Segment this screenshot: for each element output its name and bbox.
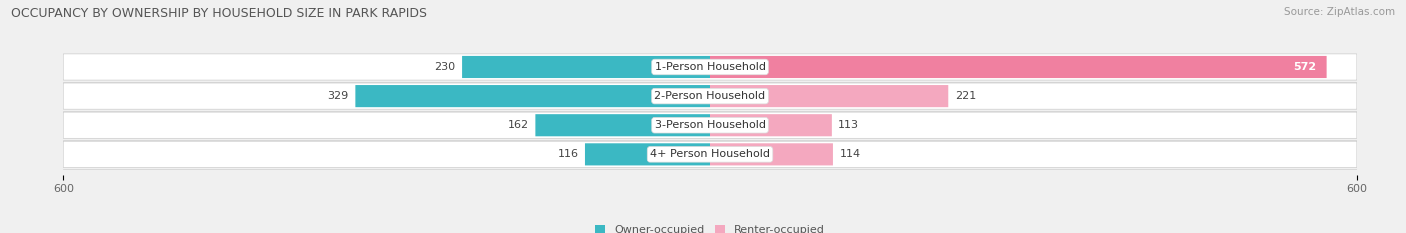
FancyBboxPatch shape [63, 83, 1357, 109]
Text: 116: 116 [558, 149, 578, 159]
FancyBboxPatch shape [356, 85, 710, 107]
FancyBboxPatch shape [463, 56, 710, 78]
FancyBboxPatch shape [585, 143, 710, 165]
FancyBboxPatch shape [710, 143, 832, 165]
Legend: Owner-occupied, Renter-occupied: Owner-occupied, Renter-occupied [591, 221, 830, 233]
FancyBboxPatch shape [710, 114, 832, 136]
Text: OCCUPANCY BY OWNERSHIP BY HOUSEHOLD SIZE IN PARK RAPIDS: OCCUPANCY BY OWNERSHIP BY HOUSEHOLD SIZE… [11, 7, 427, 20]
FancyBboxPatch shape [536, 114, 710, 136]
FancyBboxPatch shape [63, 141, 1357, 168]
FancyBboxPatch shape [63, 112, 1357, 138]
Text: 3-Person Household: 3-Person Household [655, 120, 765, 130]
Text: 230: 230 [434, 62, 456, 72]
Text: Source: ZipAtlas.com: Source: ZipAtlas.com [1284, 7, 1395, 17]
Text: 113: 113 [838, 120, 859, 130]
FancyBboxPatch shape [63, 54, 1357, 80]
Text: 221: 221 [955, 91, 976, 101]
FancyBboxPatch shape [710, 56, 1327, 78]
Text: 4+ Person Household: 4+ Person Household [650, 149, 770, 159]
Text: 572: 572 [1292, 62, 1316, 72]
Text: 162: 162 [508, 120, 529, 130]
Text: 114: 114 [839, 149, 860, 159]
Text: 329: 329 [328, 91, 349, 101]
FancyBboxPatch shape [710, 85, 948, 107]
Text: 1-Person Household: 1-Person Household [655, 62, 765, 72]
Text: 2-Person Household: 2-Person Household [654, 91, 766, 101]
